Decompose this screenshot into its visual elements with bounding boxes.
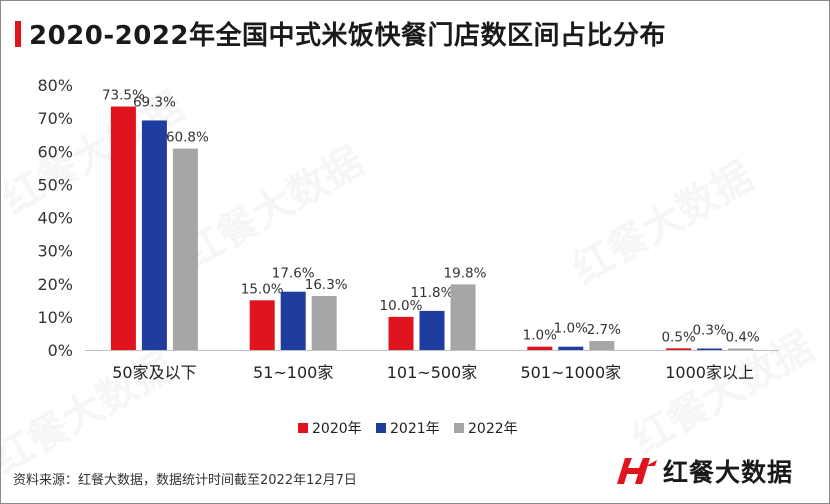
y-tick-label: 70% xyxy=(37,109,73,128)
bar xyxy=(311,296,337,350)
y-tick-label: 10% xyxy=(37,308,73,327)
chart-title: 2020-2022年全国中式米饭快餐门店数区间占比分布 xyxy=(29,21,667,51)
bar xyxy=(589,341,615,350)
y-tick-label: 30% xyxy=(37,242,73,261)
x-tick-label: 501~1000家 xyxy=(520,363,621,382)
logo-text: 红餐大数据 xyxy=(663,458,794,487)
legend-swatch xyxy=(298,423,308,433)
data-label: 17.6% xyxy=(272,266,315,282)
y-tick-label: 20% xyxy=(37,275,73,294)
legend-label: 2020年 xyxy=(312,421,362,437)
bar xyxy=(728,348,754,350)
data-label: 10.0% xyxy=(380,298,423,314)
data-label: 69.3% xyxy=(133,94,176,110)
data-label: 73.5% xyxy=(102,88,145,104)
bar xyxy=(450,284,476,350)
y-tick-label: 60% xyxy=(37,142,73,161)
data-label: 0.3% xyxy=(692,323,726,339)
y-tick-label: 0% xyxy=(48,341,73,360)
y-tick-label: 40% xyxy=(37,209,73,228)
data-label: 1.0% xyxy=(523,328,557,344)
data-label: 0.4% xyxy=(725,330,759,346)
legend-label: 2021年 xyxy=(390,421,440,437)
bar xyxy=(558,346,584,350)
bar xyxy=(172,148,198,350)
legend-swatch xyxy=(454,423,464,433)
bar xyxy=(388,316,414,350)
bar xyxy=(280,291,306,350)
x-tick-label: 101~500家 xyxy=(387,363,478,382)
data-label: 19.8% xyxy=(444,265,487,281)
bar xyxy=(141,120,167,350)
data-label: 60.8% xyxy=(166,130,209,146)
bar xyxy=(697,348,723,350)
x-tick-label: 50家及以下 xyxy=(112,363,196,382)
y-tick-label: 50% xyxy=(37,175,73,194)
title-accent-bar xyxy=(15,21,21,47)
logo-mark-icon xyxy=(617,458,657,484)
bar xyxy=(419,310,445,350)
x-tick-label: 1000家以上 xyxy=(665,363,754,382)
bar xyxy=(249,300,275,350)
legend-swatch xyxy=(376,423,386,433)
source-note: 资料来源：红餐大数据，数据统计时间截至2022年12月7日 xyxy=(13,473,357,488)
legend-label: 2022年 xyxy=(468,421,518,437)
data-label: 16.3% xyxy=(305,277,348,293)
y-tick-label: 80% xyxy=(37,76,73,95)
bar xyxy=(666,348,692,350)
data-label: 2.7% xyxy=(587,322,621,338)
data-label: 15.0% xyxy=(241,281,284,297)
data-label: 1.0% xyxy=(554,321,588,337)
bar-chart: 0% 10% 20% 30% 40% 50% 60% 70% 80% 50家及以下 73.5%69.… xyxy=(37,76,779,437)
brand-logo: 红餐大数据 xyxy=(613,453,793,489)
data-label: 11.8% xyxy=(411,285,454,301)
bar xyxy=(527,346,553,350)
data-label: 0.5% xyxy=(661,329,695,345)
x-tick-label: 51~100家 xyxy=(253,363,333,382)
bar xyxy=(110,106,136,350)
